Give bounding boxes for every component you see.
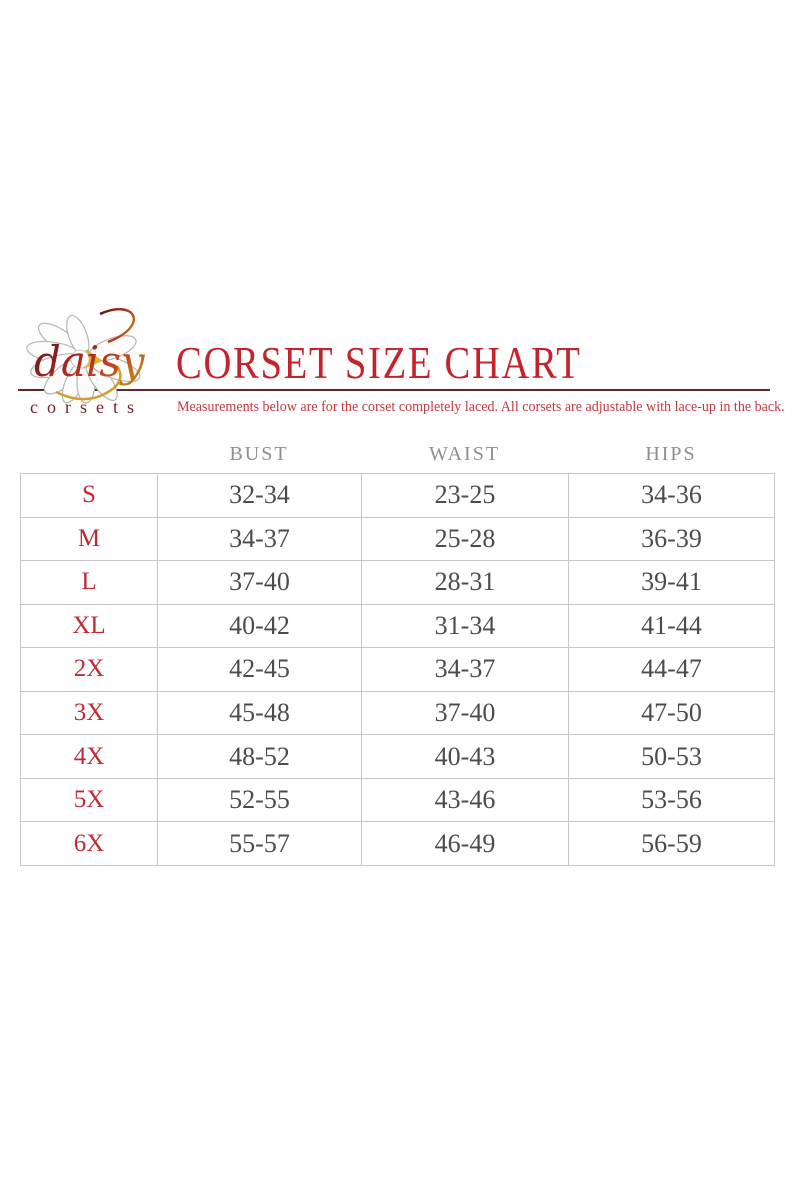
brand-script-text: daisy xyxy=(34,337,146,386)
bust-value: 55-57 xyxy=(157,821,362,866)
table-row: S 32-34 23-25 34-36 xyxy=(20,473,775,518)
table-row: M 34-37 25-28 36-39 xyxy=(20,516,775,562)
hips-value: 41-44 xyxy=(568,603,775,649)
column-header-hips: HIPS xyxy=(645,443,697,465)
size-label: 4X xyxy=(20,734,158,779)
table-row: L 37-40 28-31 39-41 xyxy=(20,560,775,605)
bust-value: 32-34 xyxy=(157,473,362,518)
column-header-waist: WAIST xyxy=(428,443,501,465)
script-flourish xyxy=(99,308,135,344)
waist-value: 40-43 xyxy=(361,734,569,779)
page-title: CORSET SIZE CHART xyxy=(176,337,582,388)
waist-value: 23-25 xyxy=(361,473,569,518)
daisy-flower-icon: daisy corsets xyxy=(26,308,146,417)
header-divider-line xyxy=(18,389,770,391)
size-label: 6X xyxy=(20,821,158,866)
size-label: M xyxy=(20,516,158,562)
waist-value: 37-40 xyxy=(361,690,569,736)
hips-value: 53-56 xyxy=(568,777,775,823)
table-row: XL 40-42 31-34 41-44 xyxy=(20,603,775,649)
bust-value: 52-55 xyxy=(157,777,362,823)
table-row: 2X 42-45 34-37 44-47 xyxy=(20,647,775,692)
hips-value: 39-41 xyxy=(568,560,775,605)
brand-sub-text: corsets xyxy=(30,397,143,417)
size-chart-table: S 32-34 23-25 34-36 M 34-37 25-28 36-39 … xyxy=(20,473,775,866)
column-header-bust: BUST xyxy=(229,443,289,465)
bust-value: 45-48 xyxy=(157,690,362,736)
table-row: 4X 48-52 40-43 50-53 xyxy=(20,734,775,779)
size-label: 5X xyxy=(20,777,158,823)
size-label: S xyxy=(20,473,158,518)
column-headers: BUST WAIST HIPS xyxy=(20,443,774,466)
table-row: 6X 55-57 46-49 56-59 xyxy=(20,821,775,866)
waist-value: 28-31 xyxy=(361,560,569,605)
brand-logo: daisy corsets xyxy=(8,298,176,424)
waist-value: 46-49 xyxy=(361,821,569,866)
hips-value: 50-53 xyxy=(568,734,775,779)
waist-value: 31-34 xyxy=(361,603,569,649)
gold-swirl xyxy=(55,365,122,401)
bust-value: 42-45 xyxy=(157,647,362,692)
bust-value: 48-52 xyxy=(157,734,362,779)
waist-value: 43-46 xyxy=(361,777,569,823)
hips-value: 44-47 xyxy=(568,647,775,692)
hips-value: 36-39 xyxy=(568,516,775,562)
size-label: XL xyxy=(20,603,158,649)
size-label: L xyxy=(20,560,158,605)
bust-value: 40-42 xyxy=(157,603,362,649)
table-row: 3X 45-48 37-40 47-50 xyxy=(20,690,775,736)
page-subtitle: Measurements below are for the corset co… xyxy=(177,399,785,415)
size-label: 3X xyxy=(20,690,158,736)
hips-value: 56-59 xyxy=(568,821,775,866)
bust-value: 34-37 xyxy=(157,516,362,562)
waist-value: 34-37 xyxy=(361,647,569,692)
column-header-blank xyxy=(20,443,157,466)
size-label: 2X xyxy=(20,647,158,692)
table-row: 5X 52-55 43-46 53-56 xyxy=(20,777,775,823)
hips-value: 47-50 xyxy=(568,690,775,736)
waist-value: 25-28 xyxy=(361,516,569,562)
hips-value: 34-36 xyxy=(568,473,775,518)
bust-value: 37-40 xyxy=(157,560,362,605)
